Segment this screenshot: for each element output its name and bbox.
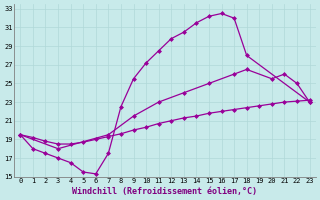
X-axis label: Windchill (Refroidissement éolien,°C): Windchill (Refroidissement éolien,°C) xyxy=(72,187,258,196)
